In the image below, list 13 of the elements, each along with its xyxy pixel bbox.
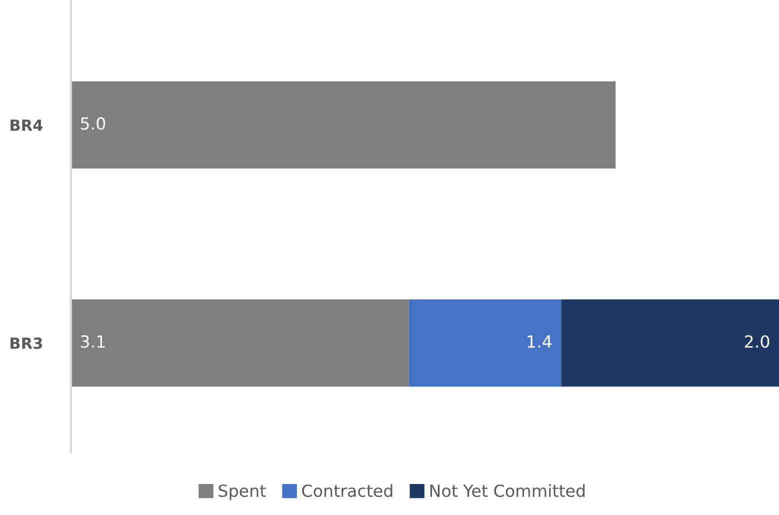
y-tick-label: BR3 [10, 337, 42, 349]
data-label: 2.0 [745, 335, 770, 348]
data-label: 5.0 [81, 117, 106, 130]
bar [561, 299, 779, 387]
y-tick-label: BR4 [10, 120, 43, 131]
bar [71, 81, 616, 169]
data-label: 1.4 [528, 335, 552, 348]
legend-label: Not Yet Committed [430, 484, 585, 498]
data-label: 3.1 [80, 335, 105, 348]
legend-label: Contracted [302, 484, 392, 498]
legend-label: Spent [218, 484, 266, 500]
bar [408, 299, 562, 387]
bar [71, 299, 409, 387]
